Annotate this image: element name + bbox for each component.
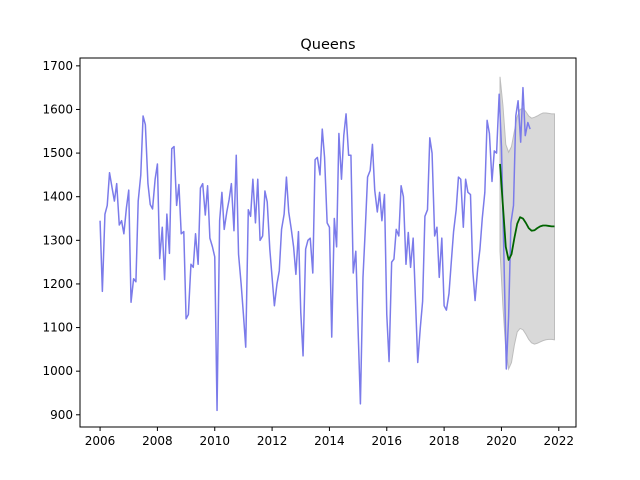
x-tick-label: 2016 xyxy=(372,434,403,448)
plot-frame xyxy=(79,57,577,428)
y-tick-label: 1000 xyxy=(42,364,73,378)
x-tick-label: 2008 xyxy=(142,434,173,448)
x-tick-label: 2014 xyxy=(314,434,345,448)
y-tick-label: 1200 xyxy=(42,277,73,291)
observed-series-line xyxy=(99,86,531,412)
x-tick-label: 2012 xyxy=(257,434,288,448)
y-tick-label: 1700 xyxy=(42,59,73,73)
y-tick-label: 1500 xyxy=(42,146,73,160)
forecast-series-line xyxy=(499,163,555,261)
y-tick-label: 1600 xyxy=(42,102,73,116)
plot-area xyxy=(99,76,555,412)
y-tick-label: 1400 xyxy=(42,190,73,204)
x-tick-label: 2010 xyxy=(199,434,230,448)
axes: 2006 2008 2010 2012 2014 2016 2018 2020 2022 900 1… xyxy=(42,57,577,448)
y-tick-label: 900 xyxy=(50,408,73,422)
y-tick-label: 1100 xyxy=(42,321,73,335)
x-tick-label: 2018 xyxy=(429,434,460,448)
x-tick-label: 2006 xyxy=(85,434,116,448)
x-tick-label: 2022 xyxy=(544,434,575,448)
chart-title: Queens xyxy=(300,37,355,53)
x-tick-label: 2020 xyxy=(486,434,517,448)
y-tick-label: 1300 xyxy=(42,233,73,247)
